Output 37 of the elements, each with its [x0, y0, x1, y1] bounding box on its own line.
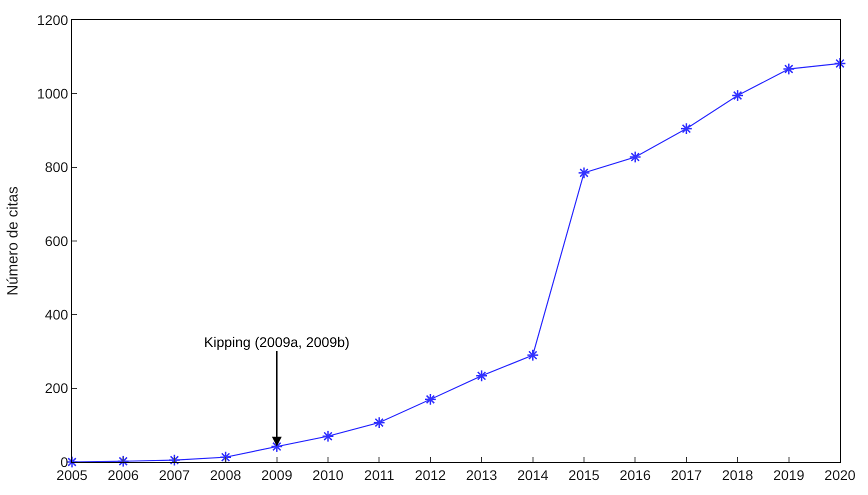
annotation: Kipping (2009a, 2009b)	[204, 334, 350, 350]
point	[168, 454, 181, 466]
point	[629, 150, 642, 164]
x-tick-label: 2016	[620, 466, 651, 483]
y-axis-title: Número de citas	[4, 186, 22, 296]
x-tick-label: 2011	[364, 466, 394, 483]
y-tick-label: 600	[44, 232, 68, 249]
point	[782, 62, 795, 76]
point	[424, 393, 437, 406]
y-tick-label: 1200	[37, 12, 68, 28]
x-tick-label: 2007	[158, 466, 190, 483]
point	[373, 416, 386, 429]
x-tick-label: 2020	[824, 466, 856, 483]
x-tick-label: 2015	[568, 466, 600, 483]
point	[834, 57, 846, 70]
x-tick-label: 2013	[466, 466, 498, 483]
point	[219, 451, 232, 464]
point	[578, 166, 590, 180]
y-tick-label: 400	[44, 306, 68, 323]
x-tick-label: 2012	[414, 466, 446, 483]
point	[680, 122, 693, 135]
x-tick-label: 2017	[670, 466, 702, 483]
y-tick-label: 200	[44, 380, 68, 396]
x-tick-label: 2010	[312, 466, 344, 483]
y-tick-label: 800	[44, 159, 68, 176]
x-tick-label: 2018	[722, 466, 754, 483]
point	[526, 349, 539, 362]
point	[731, 89, 744, 102]
y-tick-label: 1000	[37, 86, 68, 102]
point	[475, 370, 488, 382]
x-tick-label: 2019	[773, 466, 805, 483]
x-tick-label: 2014	[517, 466, 549, 483]
x-tick-label: 2006	[108, 466, 139, 483]
point	[117, 455, 130, 468]
x-tick-label: 2009	[261, 466, 293, 483]
point	[322, 430, 334, 442]
x-tick-label: 2008	[210, 466, 242, 483]
